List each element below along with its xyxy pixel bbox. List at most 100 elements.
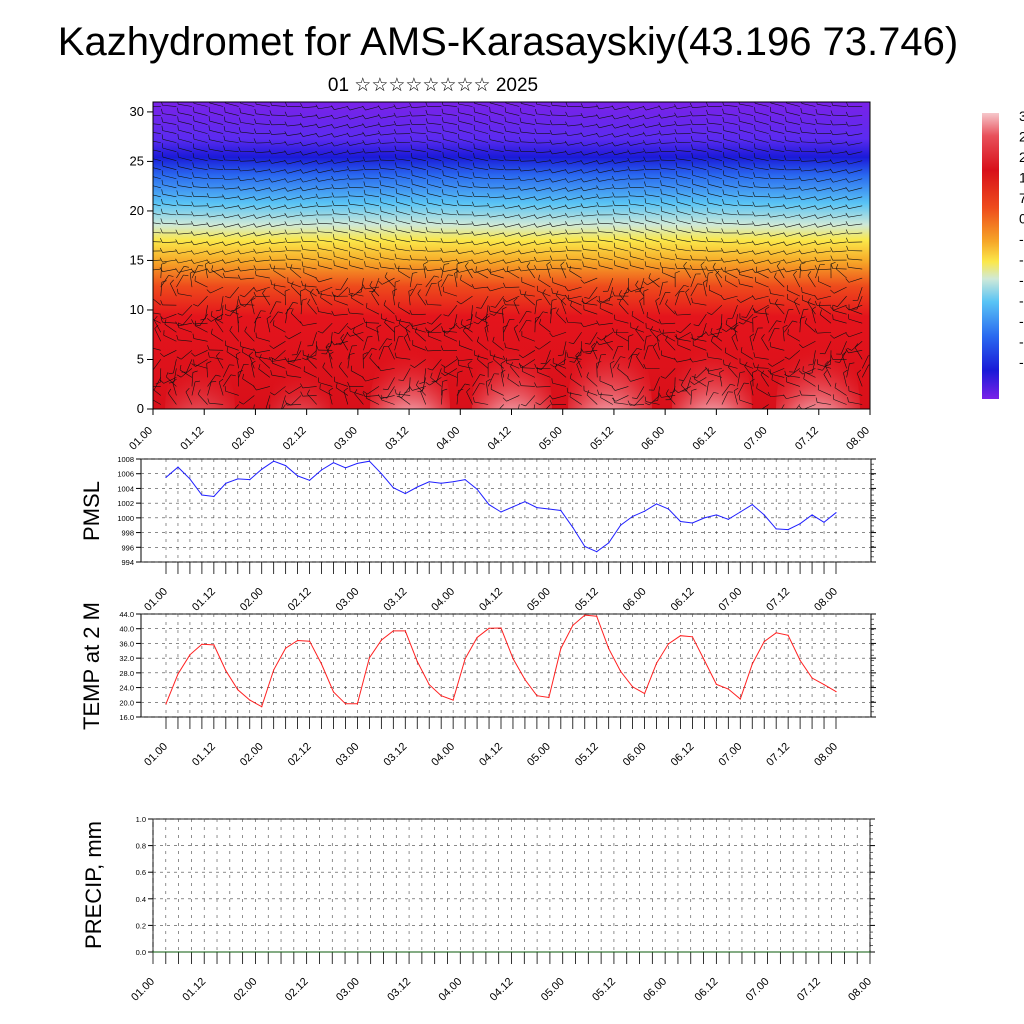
- pmsl-point: [608, 542, 610, 544]
- pmsl-point: [308, 479, 311, 481]
- x-tick-label: 03.00: [334, 586, 362, 614]
- pmsl-point: [679, 520, 682, 523]
- x-tick-label: 03.00: [334, 741, 362, 769]
- x-tick-label: 03.12: [381, 586, 409, 614]
- pmsl-point: [512, 506, 514, 508]
- precip-point: [856, 951, 858, 953]
- temp-2m-point: [368, 657, 370, 659]
- pmsl-point: [416, 486, 418, 488]
- precip-point: [638, 951, 641, 953]
- temp-2m-point: [297, 639, 299, 642]
- x-tick-label: 01.12: [190, 741, 218, 769]
- temp-2m-point: [632, 686, 634, 688]
- pmsl-point: [320, 469, 323, 471]
- temp-2m-point: [727, 688, 729, 690]
- precip-point: [357, 951, 359, 953]
- temp-2m-point: [572, 624, 574, 627]
- precip-point: [818, 951, 820, 953]
- x-tick-label: 05.12: [573, 586, 601, 614]
- y-tick-label: 996: [121, 543, 134, 552]
- temp-2m-point: [536, 695, 538, 697]
- pmsl-point: [787, 529, 789, 531]
- precip-point: [587, 951, 589, 953]
- precip-point: [562, 951, 564, 953]
- x-tick-label: 05.00: [525, 741, 553, 769]
- y-tick-label: 1008: [117, 455, 134, 464]
- x-tick-label: 06.12: [691, 425, 719, 453]
- colorbar-label: 2: [1019, 129, 1024, 145]
- precip-point: [280, 951, 282, 953]
- temp-2m-point: [356, 703, 359, 705]
- x-tick-label: 08.00: [846, 976, 874, 1004]
- temp-2m-point: [416, 660, 418, 663]
- x-tick-label: 01.00: [142, 741, 170, 769]
- colorbar-label: 0: [1019, 211, 1024, 227]
- precip-point: [600, 951, 602, 953]
- precip-point: [242, 951, 244, 953]
- x-tick-label: 05.12: [590, 976, 618, 1004]
- temp-2m-point: [512, 657, 514, 660]
- x-tick-label: 02.12: [286, 586, 314, 614]
- pmsl-point: [189, 478, 191, 480]
- x-tick-label: 07.00: [742, 425, 770, 453]
- precip-point: [677, 951, 679, 953]
- pmsl-point: [380, 473, 382, 475]
- y-tick-label: 40.0: [119, 625, 134, 634]
- colorbar-ramp: [982, 113, 999, 399]
- pmsl-point: [643, 510, 646, 512]
- precip-point: [690, 951, 692, 953]
- precip-point: [728, 951, 730, 953]
- temp-2m-point: [428, 684, 430, 686]
- y-tick-label: 998: [121, 529, 134, 538]
- pmsl-point: [655, 503, 658, 505]
- precip-point: [331, 951, 333, 953]
- precip-point: [498, 951, 500, 953]
- pmsl-point: [823, 521, 825, 523]
- y-tick-label: 0: [137, 401, 144, 416]
- pmsl-point: [356, 462, 359, 465]
- precip-point: [792, 951, 794, 953]
- pmsl-point: [213, 495, 215, 498]
- x-tick-label: 03.12: [381, 741, 409, 769]
- temp-2m-point: [404, 630, 406, 632]
- y-tick-label: 16.0: [119, 713, 134, 722]
- temp-2m-point: [715, 683, 717, 685]
- precip-point: [664, 951, 666, 953]
- precip-point: [395, 951, 397, 953]
- temp-2m-point: [308, 640, 311, 642]
- colorbar: 3 2 2 1 7 0 - - - - - - -: [982, 108, 1024, 399]
- precip-point: [293, 951, 295, 953]
- x-tick-label: 07.12: [793, 425, 821, 453]
- temp-2m-point: [548, 696, 550, 699]
- temp-2m-point: [189, 654, 191, 656]
- temp-2m-point: [739, 698, 741, 700]
- pmsl-point: [488, 504, 490, 506]
- pmsl-point: [165, 476, 167, 478]
- pmsl-point: [332, 462, 335, 464]
- temp-2m-point: [344, 703, 347, 705]
- temp-2m-point: [285, 647, 287, 649]
- x-tick-label: 01.12: [190, 586, 218, 614]
- temp-2m-point: [237, 689, 239, 691]
- x-tick-label: 04.00: [429, 741, 457, 769]
- pmsl-point: [201, 494, 203, 496]
- temp-2m-point: [452, 699, 454, 701]
- precip-axis-label: PRECIP, mm: [81, 821, 106, 949]
- temp-2m-point: [751, 663, 753, 665]
- pmsl-point: [763, 514, 765, 516]
- x-tick-label: 04.12: [477, 586, 505, 614]
- x-tick-label: 03.12: [385, 976, 413, 1004]
- x-tick-label: 04.00: [436, 976, 464, 1004]
- x-tick-label: 06.12: [669, 741, 697, 769]
- y-tick-label: 1006: [117, 470, 134, 479]
- x-tick-label: 04.12: [488, 976, 516, 1004]
- temp-2m-point: [440, 695, 442, 697]
- section-y-axis: 0 5 10 15 20 25 30: [130, 104, 153, 416]
- section-panel: 0 5 10 15 20 25 30 01.00 01.12 02.00 02.12 03.00 03…: [127, 101, 872, 453]
- pmsl-point: [536, 506, 538, 509]
- temp-2m-point: [799, 659, 801, 661]
- precip-point: [779, 951, 781, 953]
- x-tick-label: 04.00: [429, 586, 457, 614]
- temp-2m-point: [560, 647, 562, 650]
